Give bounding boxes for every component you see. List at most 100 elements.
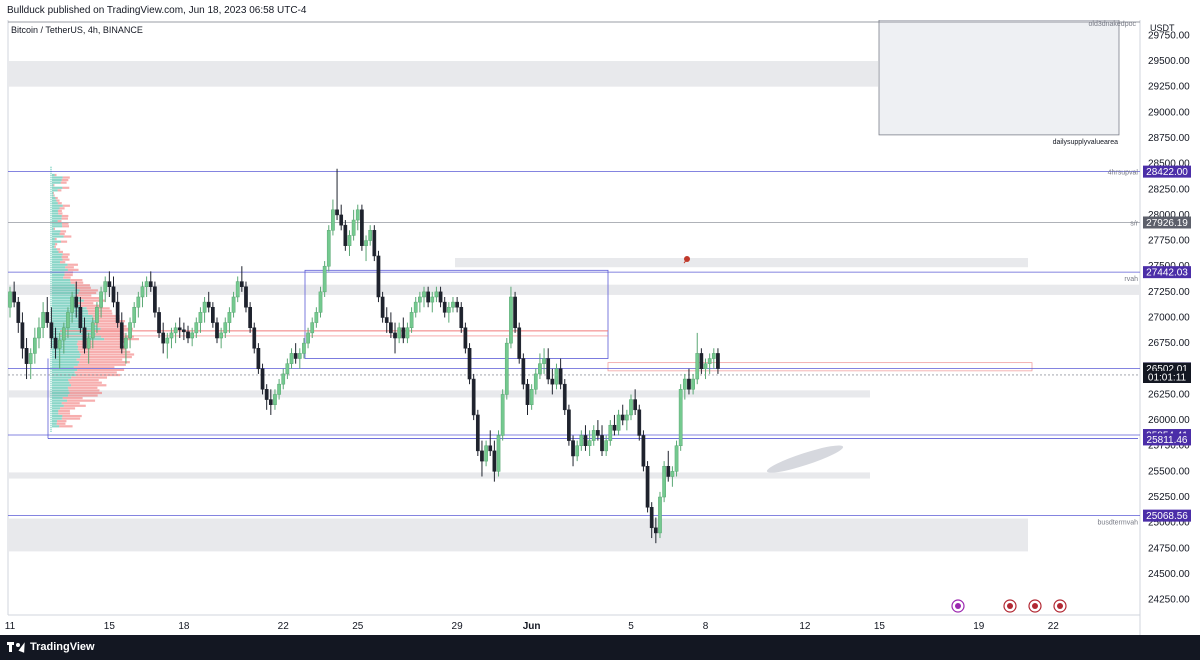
candle-body [534,374,537,389]
candle-body [443,302,446,312]
time-tick-label: 18 [178,621,190,632]
candle-body [29,353,32,363]
daily-supply-value-area-label: dailysupplyvaluearea [1053,139,1118,146]
candle-body [696,353,699,379]
candle-body [79,307,82,328]
candle-body [83,328,86,349]
price-tick-label: 27000.00 [1148,313,1190,324]
candle-body [120,323,123,349]
candle-body [692,379,695,389]
candle-body [634,400,637,410]
candle-body [509,297,512,343]
candle-body [398,328,401,338]
candle-body [21,323,24,349]
event-icon-dot [1032,603,1038,609]
candle-body [108,282,111,287]
candle-body [203,302,206,312]
candle-body [191,333,194,338]
price-tick-label: 24500.00 [1148,569,1190,580]
symbol-title: Bitcoin / TetherUS, 4h, BINANCE [11,25,143,35]
candle-body [526,384,529,405]
candle-body [364,241,367,246]
volume-profile [52,174,139,428]
level-tag: rvah [1124,276,1138,283]
candle-body [393,333,396,338]
candle-body [489,446,492,451]
supply-demand-zone [455,258,1028,267]
candle-body [290,353,293,363]
supply-demand-zone [8,61,878,87]
candle-body [505,343,508,394]
candle-body [50,323,53,338]
candle-body [613,425,616,430]
ellipse-drawing [765,441,845,477]
candle-body [265,389,268,399]
candle-body [410,312,413,327]
candle-body [253,328,256,349]
level-tag: 4hrsupval [1108,170,1139,177]
candle-body [124,338,127,348]
candle-body [104,282,107,292]
candle-body [306,333,309,343]
currency-label: USDT [1150,23,1175,33]
time-tick-label: 19 [973,621,985,632]
candle-body [211,307,214,322]
candle-body [269,400,272,405]
candle-body [518,328,521,359]
candle-body [414,302,417,312]
candle-body [182,330,185,332]
candle-body [116,302,119,323]
candle-body [571,441,574,456]
price-label-text: 25811.46 [1147,435,1188,446]
candle-body [675,446,678,472]
tradingview-logo[interactable]: TradingView [7,641,95,653]
candle-body [71,297,74,312]
candle-body [542,359,545,364]
candle-body [588,441,591,446]
time-tick-label: 22 [1048,621,1060,632]
candle-body [559,369,562,384]
candle-body [679,389,682,445]
candle-body [373,230,376,256]
candle-body [66,312,69,327]
candle-body [294,353,297,358]
candle-body [596,430,599,435]
brand-name: TradingView [30,641,95,653]
price-tick-label: 29000.00 [1148,107,1190,118]
level-tag: s/r [1130,220,1138,227]
candle-body [456,302,459,307]
chart-area[interactable]: old3dnakedpoc dailysupplyvaluearea 4hrsupv… [0,20,1200,635]
candle-body [236,282,239,297]
price-tick-label: 27750.00 [1148,236,1190,247]
candle-body [687,379,690,389]
price-tick-label: 25500.00 [1148,466,1190,477]
candle-body [700,353,703,368]
candlestick-chart[interactable]: old3dnakedpoc dailysupplyvaluearea 4hrsupv… [0,20,1200,635]
candle-body [319,292,322,313]
candle-body [671,471,674,476]
candle-body [33,338,36,353]
price-tick-label: 24250.00 [1148,595,1190,606]
candle-body [244,287,247,308]
candle-body [402,328,405,338]
candle-body [344,225,347,246]
candle-body [215,323,218,338]
price-tick-label: 29250.00 [1148,82,1190,93]
candle-body [145,282,148,287]
candle-body [335,210,338,215]
price-label-text: 28422.00 [1146,167,1188,178]
candle-body [476,415,479,451]
price-tick-label: 27250.00 [1148,287,1190,298]
candle-body [37,328,40,338]
candle-body [91,323,94,338]
price-tick-label: 26000.00 [1148,415,1190,426]
time-tick-label: 29 [452,621,464,632]
candle-body [25,348,28,363]
time-tick-label: 15 [874,621,886,632]
candle-body [716,353,719,368]
candle-body [166,338,169,343]
candle-body [174,328,177,333]
candle-body [352,220,355,235]
candle-body [282,374,285,384]
candle-body [257,348,260,369]
